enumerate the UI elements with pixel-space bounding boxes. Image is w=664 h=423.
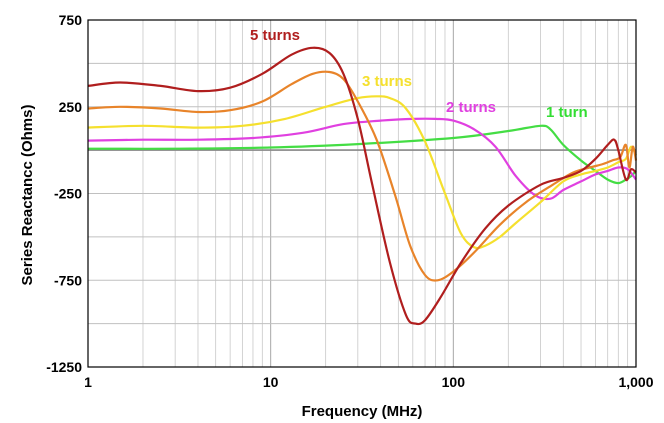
x-tick-label: 100	[442, 374, 466, 390]
y-tick-label: -1250	[46, 359, 82, 375]
y-tick-labels: 750 250 -250 -750 -1250	[46, 12, 82, 375]
label-2-turns: 2 turns	[446, 99, 496, 116]
series-2-turns	[87, 95, 637, 250]
series-5-turns	[87, 46, 637, 326]
x-tick-labels: 1 10 100 1,000	[84, 374, 654, 390]
y-tick-label: -750	[54, 272, 82, 288]
series-1-turn	[87, 117, 637, 201]
label-1-turn: 1 turn	[546, 104, 588, 121]
series-line-4	[87, 124, 637, 185]
x-tick-label: 1,000	[618, 374, 653, 390]
grid	[87, 19, 637, 368]
x-tick-label: 1	[84, 374, 92, 390]
y-axis-title: Series Reactancc (Ohms)	[19, 105, 36, 286]
x-tick-label: 10	[263, 374, 279, 390]
y-tick-label: -250	[54, 186, 82, 202]
label-3-turns: 3 turns	[362, 73, 412, 90]
series-3-turns	[87, 70, 638, 282]
plot-frame	[87, 19, 637, 368]
label-5-turns: 5 turns	[250, 27, 300, 44]
y-tick-label: 250	[59, 99, 83, 115]
x-axis-title: Frequency (MHz)	[302, 403, 423, 420]
y-tick-label: 750	[59, 12, 83, 28]
series-lines	[87, 46, 638, 326]
